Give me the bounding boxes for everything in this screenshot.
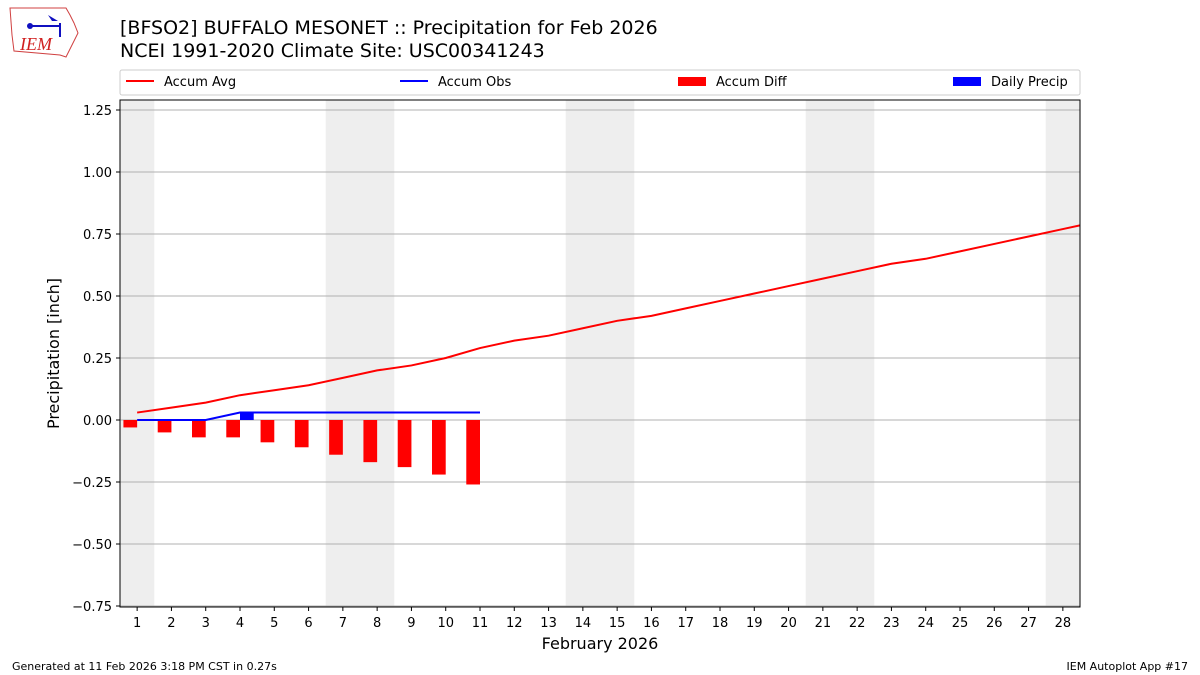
x-tick-label: 23	[883, 616, 900, 631]
x-tick-label: 7	[339, 616, 347, 631]
x-tick-label: 17	[677, 616, 694, 631]
accum-diff-bar	[260, 420, 275, 443]
x-tick-label: 27	[1020, 616, 1037, 631]
chart-title: [BFSO2] BUFFALO MESONET :: Precipitation…	[120, 17, 658, 39]
accum-diff-bar	[466, 420, 480, 485]
accum-diff-bar	[294, 420, 309, 448]
legend-label: Accum Diff	[716, 75, 788, 90]
accum-obs-line	[137, 411, 480, 421]
x-tick-label: 25	[952, 616, 969, 631]
y-tick-label: 1.25	[83, 104, 112, 119]
x-tick-label: 5	[270, 616, 278, 631]
x-tick-label: 18	[712, 616, 729, 631]
x-tick-label: 21	[815, 616, 832, 631]
plot-marks	[123, 224, 1080, 485]
legend-label: Accum Avg	[164, 75, 236, 90]
x-tick-label: 22	[849, 616, 866, 631]
legend-label: Daily Precip	[991, 75, 1068, 90]
x-tick-label: 15	[609, 616, 626, 631]
x-tick-label: 20	[780, 616, 797, 631]
x-tick-label: 11	[472, 616, 489, 631]
y-tick-label: −0.50	[72, 538, 112, 553]
y-tick-label: 0.75	[83, 228, 112, 243]
y-tick-label: 0.50	[83, 290, 112, 305]
x-axis-label: February 2026	[542, 634, 659, 653]
x-tick-label: 2	[167, 616, 175, 631]
y-tick-label: −0.25	[72, 476, 112, 491]
accum-diff-bar	[226, 420, 240, 438]
chart-subtitle: NCEI 1991-2020 Climate Site: USC00341243	[120, 40, 545, 62]
x-tick-label: 6	[304, 616, 312, 631]
y-tick-label: −0.75	[72, 600, 112, 615]
legend-swatch-3	[953, 77, 981, 86]
x-tick-label: 13	[540, 616, 557, 631]
x-tick-label: 4	[236, 616, 244, 631]
iem-logo: IEM	[9, 7, 79, 58]
legend-swatch-2	[678, 77, 706, 86]
accum-avg-line	[136, 224, 1080, 414]
weekend-shade	[120, 100, 155, 607]
y-tick-label: 0.00	[83, 414, 112, 429]
y-tick-label: 0.25	[83, 352, 112, 367]
x-tick-label: 12	[506, 616, 523, 631]
x-tick-label: 24	[917, 616, 934, 631]
accum-diff-bar	[397, 420, 412, 468]
accum-diff-bar	[363, 420, 378, 463]
x-tick-label: 10	[437, 616, 454, 631]
accum-diff-bar	[192, 420, 206, 438]
y-axis-label: Precipitation [inch]	[44, 278, 63, 429]
x-tick-label: 26	[986, 616, 1003, 631]
x-tick-label: 3	[202, 616, 210, 631]
legend-label: Accum Obs	[438, 75, 511, 90]
x-tick-label: 16	[643, 616, 660, 631]
footer-generated: Generated at 11 Feb 2026 3:18 PM CST in …	[12, 660, 277, 673]
accum-diff-bar	[329, 420, 343, 455]
accum-diff-bar	[123, 420, 138, 428]
weekend-shade	[805, 100, 875, 607]
weekend-shade	[1045, 100, 1080, 607]
x-tick-label: 8	[373, 616, 381, 631]
x-tick-label: 19	[746, 616, 763, 631]
accum-diff-bar	[432, 420, 446, 475]
y-tick-label: 1.00	[83, 166, 112, 181]
legend	[119, 69, 1081, 96]
x-tick-label: 9	[407, 616, 415, 631]
plot-frame	[119, 99, 1081, 608]
svg-text:IEM: IEM	[19, 34, 53, 54]
footer-app: IEM Autoplot App #17	[1066, 660, 1189, 673]
x-tick-label: 14	[575, 616, 592, 631]
daily-precip-bar	[240, 412, 254, 420]
x-tick-label: 28	[1055, 616, 1072, 631]
weekend-shade	[565, 100, 635, 607]
weekend-shade	[325, 100, 395, 607]
accum-diff-bar	[157, 420, 172, 433]
x-tick-label: 1	[133, 616, 141, 631]
